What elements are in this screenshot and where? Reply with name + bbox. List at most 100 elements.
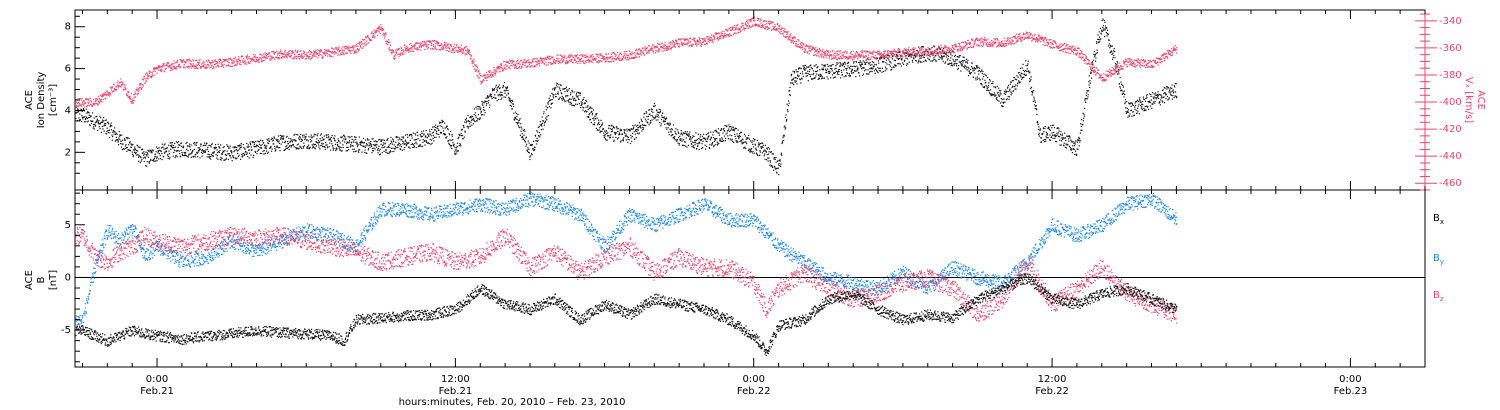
density-series-point — [84, 116, 85, 117]
vx-point — [120, 78, 121, 79]
density-series-point — [463, 126, 464, 127]
density-series-point — [1171, 84, 1172, 85]
density-series-point — [643, 125, 644, 126]
vx-point — [245, 60, 246, 61]
density-series-point — [647, 122, 648, 123]
density-series-point — [505, 87, 506, 88]
density-series-point — [793, 77, 794, 78]
density-series-point — [634, 125, 635, 126]
vx-point — [451, 52, 452, 53]
density-series-point — [783, 140, 784, 141]
density-series-point — [1089, 80, 1090, 81]
density-series-point — [919, 56, 920, 57]
density-series-point — [1091, 78, 1092, 79]
density-series-point — [904, 60, 905, 61]
density-series-point — [237, 153, 238, 154]
density-series-point — [812, 78, 813, 79]
density-series-point — [79, 113, 80, 114]
density-series-point — [724, 136, 725, 137]
density-series-point — [245, 149, 246, 150]
vx-point — [184, 64, 185, 65]
density-series-point — [784, 126, 785, 127]
density-series-point — [191, 157, 192, 158]
density-series-point — [504, 93, 505, 94]
density-series-point — [160, 158, 161, 159]
vx-point — [380, 24, 381, 25]
vx-point — [132, 102, 133, 103]
density-series-point — [418, 138, 419, 139]
density-series-point — [489, 105, 490, 106]
density-series-point — [287, 136, 288, 137]
density-series-point — [796, 81, 797, 82]
density-series-point — [989, 79, 990, 80]
density-series-point — [881, 72, 882, 73]
density-series-point — [614, 127, 615, 128]
density-series-point — [570, 92, 571, 93]
density-series-point — [1131, 106, 1132, 107]
vx-point — [441, 43, 442, 44]
density-series-point — [1094, 67, 1095, 68]
density-series-point — [572, 96, 573, 97]
density-series-point — [927, 58, 928, 59]
density-series-point — [202, 156, 203, 157]
density-series-point — [473, 118, 474, 119]
density-series-point — [790, 83, 791, 84]
vx-point — [122, 82, 123, 83]
density-series-point — [753, 151, 754, 152]
vx-point — [97, 105, 98, 106]
density-series-point — [513, 106, 514, 107]
vx-point — [116, 86, 117, 87]
vx-point — [101, 96, 102, 97]
density-series-point — [312, 144, 313, 145]
density-series-point — [535, 136, 536, 137]
density-series-point — [688, 145, 689, 146]
density-series-point — [96, 116, 97, 117]
density-series-point — [505, 90, 506, 91]
vx-point — [98, 96, 99, 97]
density-series-point — [1052, 135, 1053, 136]
density-series-point — [930, 56, 931, 57]
density-series-point — [875, 69, 876, 70]
density-series-point — [152, 160, 153, 161]
vx-point — [262, 55, 263, 56]
density-series-point — [1098, 42, 1099, 43]
density-series-point — [867, 69, 868, 70]
density-series-point — [353, 151, 354, 152]
density-series-point — [463, 138, 464, 139]
vx-point — [301, 55, 302, 56]
density-series-point — [1114, 48, 1115, 49]
density-series-point — [831, 69, 832, 70]
density-series-point — [696, 143, 697, 144]
density-series-point — [1037, 121, 1038, 122]
vx-point — [154, 67, 155, 68]
density-series-point — [1140, 105, 1141, 106]
density-series-point — [795, 82, 796, 83]
vx-point — [379, 26, 380, 27]
density-series-point — [174, 143, 175, 144]
vx-point — [162, 66, 163, 67]
vx-point — [247, 59, 248, 60]
density-series-point — [120, 143, 121, 144]
density-series-point — [347, 142, 348, 143]
vx-point — [203, 65, 204, 66]
density-series-point — [577, 92, 578, 93]
density-series-point — [395, 148, 396, 149]
density-series-point — [302, 136, 303, 137]
vx-point — [304, 52, 305, 53]
density-series-point — [253, 141, 254, 142]
density-series-point — [855, 76, 856, 77]
density-series-point — [727, 135, 728, 136]
density-series-point — [353, 140, 354, 141]
density-series-point — [272, 138, 273, 139]
density-series-point — [493, 97, 494, 98]
density-series-point — [657, 114, 658, 115]
density-series-point — [1161, 97, 1162, 98]
density-series-point — [564, 91, 565, 92]
density-series-point — [1009, 96, 1010, 97]
density-series-point — [404, 149, 405, 150]
vx-point — [218, 66, 219, 67]
density-series-point — [524, 131, 525, 132]
vx-point — [320, 54, 321, 55]
density-series-point — [815, 75, 816, 76]
density-series-point — [995, 95, 996, 96]
